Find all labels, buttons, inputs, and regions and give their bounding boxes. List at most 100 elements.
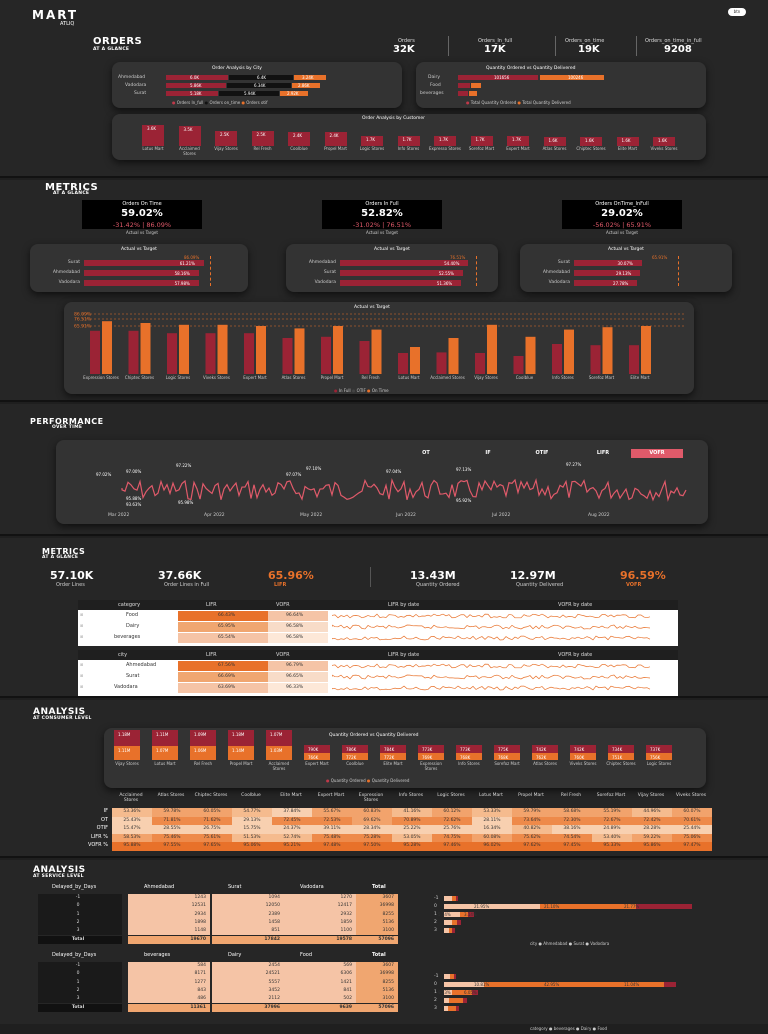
- delivered-label: 760K: [574, 755, 585, 760]
- delivered-label: 1.03M: [270, 748, 283, 753]
- tab-lifr[interactable]: LIFR: [596, 450, 610, 456]
- kpi-caption: Actual vs Target: [126, 230, 158, 235]
- store-label: Coolblue: [516, 375, 534, 380]
- column-header[interactable]: LIFR by date: [388, 652, 420, 658]
- segment-label: 6.05%: [464, 990, 477, 995]
- table-cell: 5136: [356, 918, 398, 928]
- actual-bar-label: 57.98%: [174, 281, 190, 286]
- row-expander[interactable]: ⊞: [80, 684, 84, 689]
- tab-otif[interactable]: OTIF: [535, 450, 549, 456]
- column-header[interactable]: Dairy: [228, 952, 242, 958]
- matrix-cell: 53.36%: [112, 808, 152, 817]
- column-header[interactable]: Surat: [228, 884, 242, 890]
- row-expander[interactable]: ⊞: [80, 623, 84, 628]
- point-label: 97.27%: [566, 462, 581, 467]
- matrix-cell: 97.46%: [432, 842, 472, 851]
- customer-bar: [178, 125, 201, 146]
- ordered-bar: [456, 745, 482, 753]
- column-header[interactable]: Vadodara: [300, 884, 324, 890]
- column-header: Chiptec Stores: [194, 793, 228, 798]
- point-label: 97.22%: [176, 463, 191, 468]
- column-header[interactable]: VOFR by date: [558, 652, 593, 658]
- column-header[interactable]: VOFR by date: [558, 602, 593, 608]
- row-label: Surat: [126, 673, 140, 679]
- ontime-bar: [140, 323, 151, 374]
- column-header[interactable]: Ahmedabad: [144, 884, 175, 890]
- target-line: [476, 256, 477, 286]
- delivered-bar: [570, 753, 596, 760]
- column-header[interactable]: Delayed_by_Days: [52, 952, 97, 958]
- customer-bar-label: 3.6K: [147, 126, 156, 132]
- delay-distribution-chart: -1 0 1 2 3 10.81% 42.95% 11.04% 9.73% 6.05% catego…: [434, 974, 724, 1034]
- row-label: 0: [38, 902, 122, 911]
- row-label: 1: [38, 910, 122, 919]
- ordered-label: 790K: [308, 747, 319, 752]
- ordered-bar: [418, 745, 444, 753]
- x-axis-label: May 2022: [300, 512, 322, 518]
- store-label: Vijay Stores: [474, 375, 498, 380]
- actual-vs-target-card: Actual vs Target 65.91% Surat 30.07% Ahmedab…: [520, 244, 732, 292]
- row-expander[interactable]: ⊞: [80, 612, 84, 617]
- customer-name: Lotus Mart: [154, 761, 176, 766]
- row-expander[interactable]: ⊞: [80, 662, 84, 667]
- column-header[interactable]: VOFR: [276, 652, 290, 658]
- column-header[interactable]: Delayed_by_Days: [52, 884, 97, 890]
- column-header[interactable]: Food: [300, 952, 312, 958]
- actual-bar: [84, 260, 204, 266]
- row-expander[interactable]: ⊞: [80, 634, 84, 639]
- lifr-cell: 67.56%: [178, 661, 268, 671]
- badge-icon[interactable]: btn: [728, 8, 746, 16]
- delivered-label: 766K: [308, 755, 319, 760]
- table-cell: 9639: [284, 1003, 356, 1012]
- column-header[interactable]: Total: [372, 884, 386, 890]
- column-header[interactable]: VOFR: [276, 602, 290, 608]
- delivered-bar: [304, 753, 330, 760]
- table-cell: 1148: [128, 927, 210, 936]
- performance-title: PERFORMANCE: [30, 417, 104, 426]
- matrix-cell: 70.61%: [672, 816, 712, 825]
- column-header[interactable]: Total: [372, 952, 386, 958]
- kpi-value: 12.97M: [510, 569, 556, 582]
- table-cell: 1859: [284, 918, 356, 928]
- segment-bar: [444, 904, 540, 909]
- vofr-cell: 96.65%: [268, 672, 328, 682]
- column-header[interactable]: beverages: [144, 952, 171, 958]
- ontime-bar: [602, 327, 613, 374]
- matrix-cell: 16.34%: [472, 825, 512, 834]
- ordered-bar: [228, 730, 254, 746]
- customer-bar-label: 1.7K: [366, 137, 375, 143]
- delivered-bar: [646, 753, 672, 760]
- customer-name: Expert Mart: [305, 761, 329, 766]
- point-label: 97.07%: [286, 472, 301, 477]
- qty-customer-card: Quantity Ordered vs Quantity Delivered 1…: [104, 728, 706, 788]
- column-header[interactable]: LIFR: [206, 652, 217, 658]
- segment-bar: [449, 998, 463, 1003]
- store-label: Info Stores: [552, 375, 574, 380]
- matrix-cell: 72.67%: [592, 816, 632, 825]
- point-label: 97.10%: [306, 466, 321, 471]
- customer-name: Logic Stores: [359, 146, 385, 151]
- ontime-bar: [448, 338, 459, 374]
- row-label: Total: [38, 1003, 122, 1012]
- matrix-cell: 53.33%: [472, 808, 512, 817]
- matrix-cell: 97.55%: [152, 842, 192, 851]
- performance-chart-card: OT IF OTIF LIFR VOFR 97.00% 95.88% 97.22% 95.98…: [56, 440, 708, 524]
- actual-bar: [574, 260, 642, 266]
- column-header[interactable]: city: [118, 652, 128, 658]
- column-header[interactable]: LIFR: [206, 602, 217, 608]
- tab-vofr[interactable]: VOFR: [631, 449, 683, 458]
- tab-if[interactable]: IF: [485, 450, 491, 456]
- infull-bar: [436, 352, 447, 374]
- segment-label: 5.14%: [438, 912, 451, 917]
- column-header[interactable]: LIFR by date: [388, 602, 420, 608]
- table-cell: 12050: [212, 902, 284, 911]
- ordered-bar: [570, 745, 596, 753]
- column-header[interactable]: category: [118, 602, 141, 608]
- matrix-cell: 97.65%: [192, 842, 232, 851]
- ontime-bar: [564, 329, 574, 374]
- row-expander[interactable]: ⊞: [80, 673, 84, 678]
- city-label: Vadodara: [125, 83, 147, 88]
- lifr-vofr-table: category LIFR VOFR LIFR by date VOFR by date…: [78, 600, 678, 646]
- tab-ot[interactable]: OT: [422, 450, 430, 456]
- delay-label: 2: [434, 920, 437, 925]
